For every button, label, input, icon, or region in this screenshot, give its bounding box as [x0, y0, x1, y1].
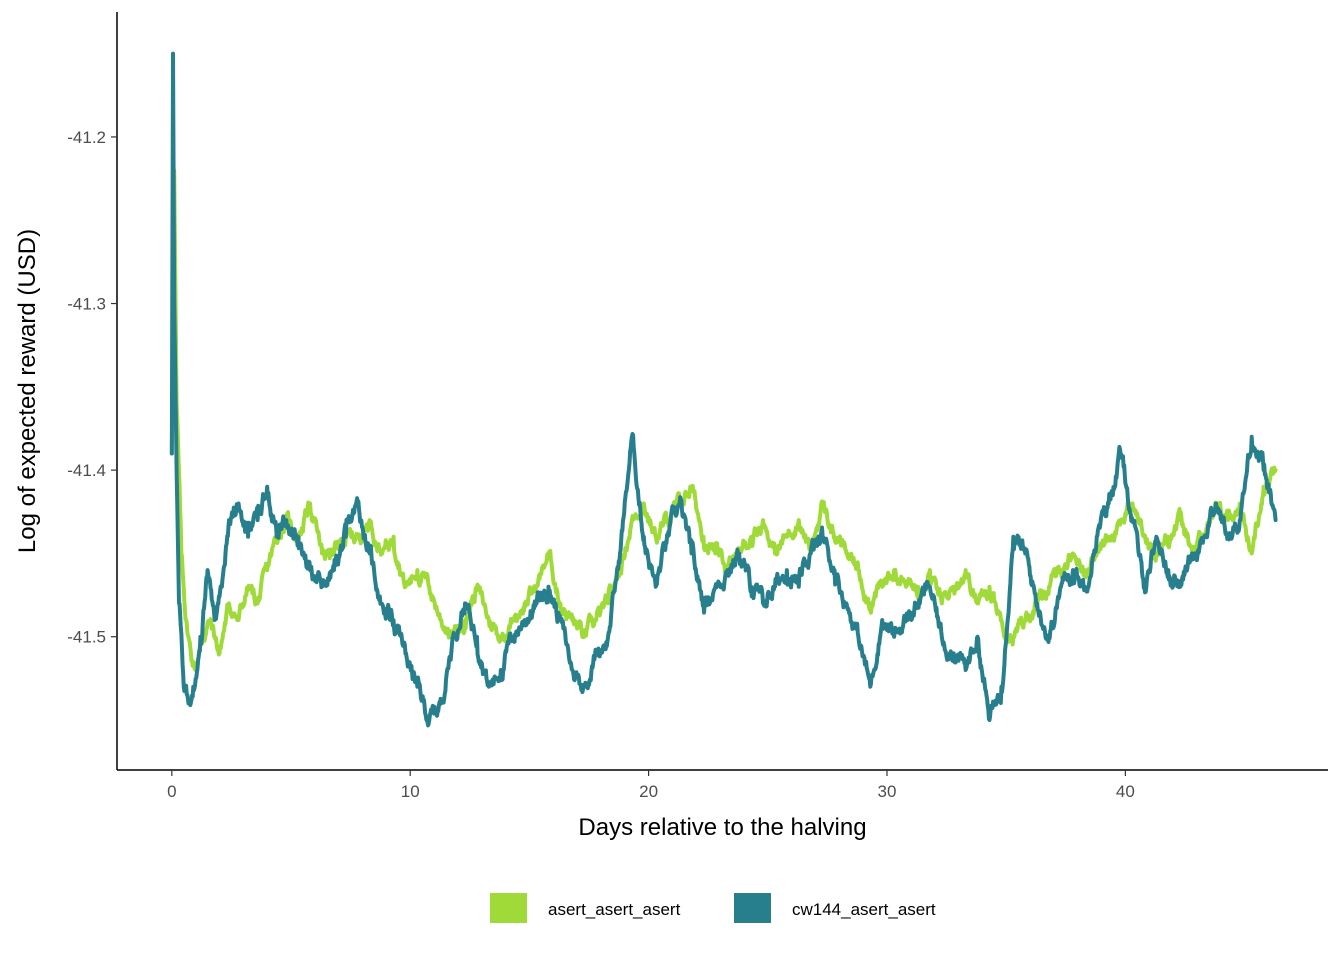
series-line-cw144-asert-asert: [169, 51, 1278, 728]
y-tick-label: -41.4: [67, 461, 106, 480]
x-tick-label: 10: [401, 782, 420, 801]
legend-label-asert-asert-asert: asert_asert_asert: [548, 900, 681, 919]
axes-layer: [116, 12, 1328, 771]
x-tick-label: 30: [878, 782, 897, 801]
legend-label-cw144-asert-asert: cw144_asert_asert: [792, 900, 936, 919]
legend-key-cw144-asert-asert: [734, 893, 771, 923]
legend: asert_asert_asert cw144_asert_asert: [490, 893, 936, 923]
x-tick-label: 0: [167, 782, 176, 801]
y-tick-label: -41.5: [67, 628, 106, 647]
x-tick-label: 40: [1116, 782, 1135, 801]
series-layer: [169, 51, 1278, 728]
y-axis-title: Log of expected reward (USD): [14, 229, 41, 553]
y-tick-label: -41.3: [67, 295, 106, 314]
y-tick-label: -41.2: [67, 128, 106, 147]
ticks-layer: 0 10 20 30 40 -41.5 -41.4 -41.3 -41.2: [67, 128, 1135, 801]
x-axis-title: Days relative to the halving: [578, 814, 866, 841]
x-tick-label: 20: [639, 782, 658, 801]
legend-key-asert-asert-asert: [490, 893, 527, 923]
